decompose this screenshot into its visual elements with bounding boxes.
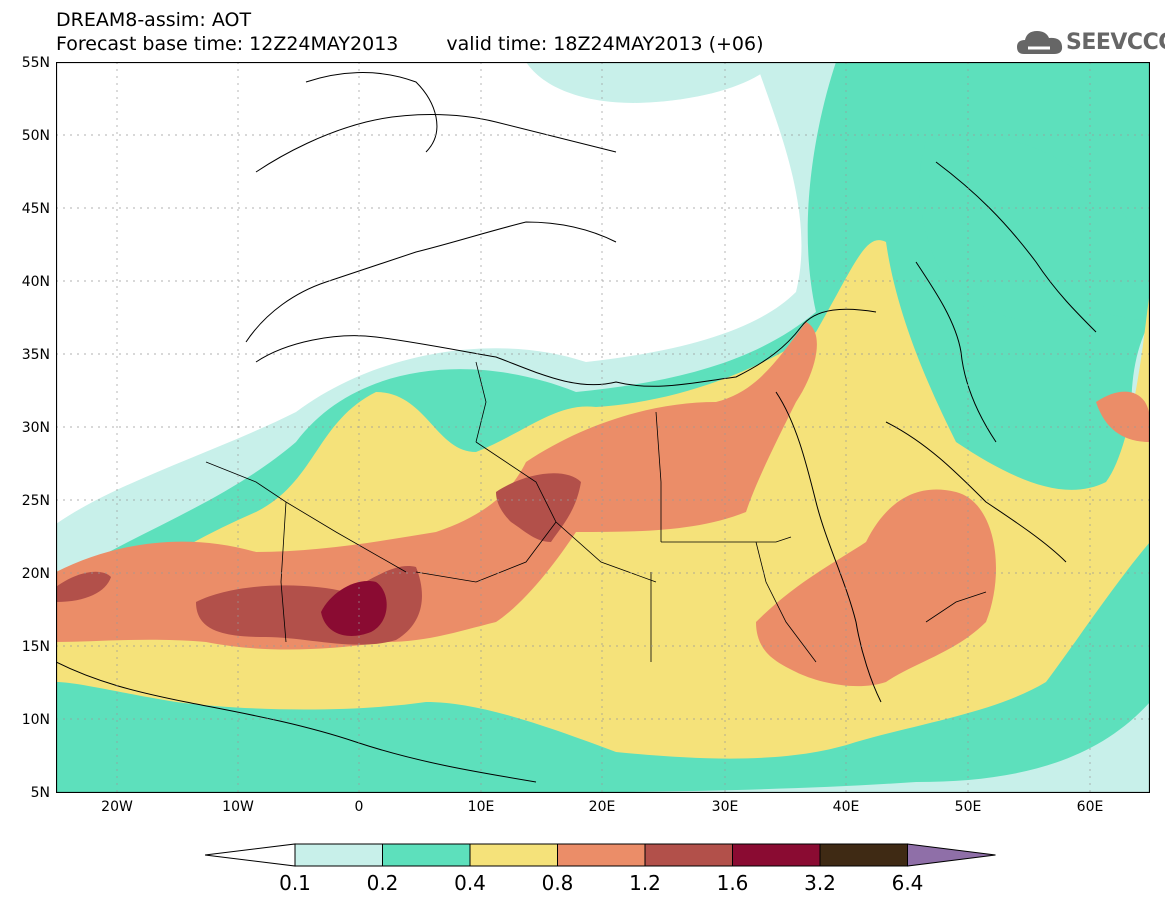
coastlines xyxy=(56,72,1097,783)
lon-label-40e: 40E xyxy=(832,799,860,815)
lat-label-5n: 5N xyxy=(30,785,50,801)
colorbar xyxy=(205,843,996,867)
lat-label-45n: 45N xyxy=(21,201,50,217)
aot-band-0-8 xyxy=(56,322,1150,687)
lon-label-20w: 20W xyxy=(101,799,133,815)
lat-label-20n: 20N xyxy=(21,566,50,582)
colorbar-label: 0.4 xyxy=(454,871,486,895)
time-info: Forecast base time: 12Z24MAY2013 valid ti… xyxy=(56,33,764,55)
lon-label-30e: 30E xyxy=(711,799,739,815)
lat-label-30n: 30N xyxy=(21,420,50,436)
map-title: DREAM8-assim: AOT xyxy=(56,9,252,31)
country-borders xyxy=(205,361,987,663)
colorbar-cell xyxy=(644,843,733,867)
colorbar-arrow-high xyxy=(907,843,996,867)
base-time: Forecast base time: 12Z24MAY2013 xyxy=(56,33,399,55)
lon-label-50e: 50E xyxy=(954,799,982,815)
lon-label-20e: 20E xyxy=(588,799,616,815)
lat-label-25n: 25N xyxy=(21,493,50,509)
lon-label-10e: 10E xyxy=(467,799,495,815)
colorbar-label: 0.8 xyxy=(541,871,574,895)
lat-label-35n: 35N xyxy=(21,347,50,363)
colorbar-cell xyxy=(819,843,908,867)
cloud-icon xyxy=(1017,31,1063,54)
lon-label-60e: 60E xyxy=(1076,799,1104,815)
lat-label-10n: 10N xyxy=(21,712,50,728)
colorbar-cell xyxy=(382,843,471,867)
colorbar-cell xyxy=(294,843,383,867)
colorbar-label: 0.1 xyxy=(279,871,311,895)
colorbar-cell xyxy=(469,843,558,867)
valid-time: valid time: 18Z24MAY2013 (+06) xyxy=(446,33,764,55)
aot-map xyxy=(56,62,1150,793)
colorbar-arrow-low xyxy=(205,843,296,867)
lon-label-0: 0 xyxy=(354,799,364,815)
lon-label-10w: 10W xyxy=(222,799,254,815)
lat-label-55n: 55N xyxy=(21,55,50,71)
colorbar-label: 0.2 xyxy=(366,871,399,895)
colorbar-cells xyxy=(205,843,996,867)
colorbar-label: 1.2 xyxy=(629,871,661,895)
colorbar-label: 3.2 xyxy=(804,871,836,895)
logo-text: SEEVCCC xyxy=(1066,30,1165,55)
aot-band-1-6 xyxy=(321,581,387,636)
seevccc-logo: SEEVCCC xyxy=(1016,24,1165,60)
lat-label-50n: 50N xyxy=(21,128,50,144)
lat-label-15n: 15N xyxy=(21,639,50,655)
colorbar-label: 6.4 xyxy=(891,871,924,895)
colorbar-label: 1.6 xyxy=(716,871,749,895)
colorbar-cell xyxy=(732,843,821,867)
graticule xyxy=(56,62,1150,793)
map-frame xyxy=(56,62,1150,793)
lat-label-40n: 40N xyxy=(21,274,50,290)
colorbar-cell xyxy=(557,843,646,867)
